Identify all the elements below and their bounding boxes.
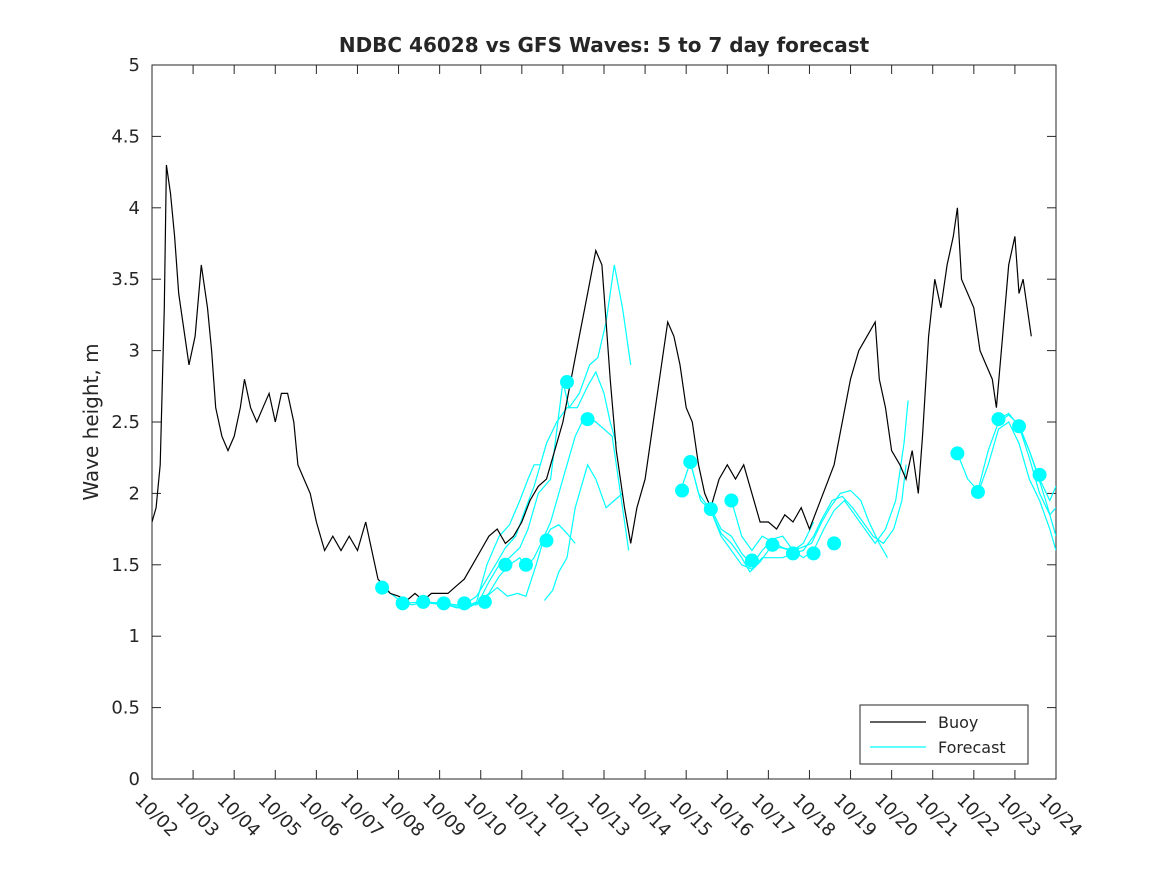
forecast-line [977,421,1056,551]
y-tick-label: 4.5 [111,126,140,147]
forecast-marker [744,553,759,568]
forecast-marker [1032,467,1047,482]
y-tick-label: 0 [129,769,140,790]
forecast-marker [560,375,575,390]
forecast-marker [457,596,472,611]
forecast-marker [806,546,821,561]
buoy-line [152,164,1032,602]
forecast-marker [765,537,780,552]
forecast-marker [950,446,965,461]
legend-buoy-label: Buoy [938,713,978,732]
forecast-marker [970,484,985,499]
forecast-marker [416,594,431,609]
forecast-marker [436,596,451,611]
y-tick-label: 3.5 [111,269,140,290]
y-tick-label: 5 [129,55,140,76]
y-tick-label: 4 [129,198,140,219]
forecast-marker [539,533,554,548]
chart-title: NDBC 46028 vs GFS Waves: 5 to 7 day fore… [339,33,870,57]
data-layer [152,164,1056,611]
plot-frame [151,64,1057,780]
forecast-marker [395,596,410,611]
forecast-marker [991,412,1006,427]
forecast-marker [827,536,842,551]
y-tick-label: 2.5 [111,412,140,433]
forecast-marker [518,557,533,572]
y-axis-label: Wave height, m [79,343,103,500]
forecast-marker [375,580,390,595]
y-tick-label: 3 [129,341,140,362]
forecast-line [543,463,623,601]
forecast-marker [683,454,698,469]
legend-forecast-label: Forecast [938,738,1006,757]
forecast-marker [675,483,690,498]
y-tick-label: 1 [129,626,140,647]
legend-box [859,704,1029,765]
plot-area: 00.511.522.533.544.5510/0210/0310/0410/0… [111,55,1086,841]
y-tick-label: 0.5 [111,698,140,719]
y-tick-label: 2 [129,483,140,504]
forecast-marker [1012,419,1027,434]
forecast-marker [580,412,595,427]
forecast-marker [703,502,718,517]
forecast-marker [786,546,801,561]
forecast-marker [477,594,492,609]
forecast-marker [498,557,513,572]
forecast-line [689,461,907,570]
forecast-marker [724,493,739,508]
y-tick-label: 1.5 [111,555,140,576]
